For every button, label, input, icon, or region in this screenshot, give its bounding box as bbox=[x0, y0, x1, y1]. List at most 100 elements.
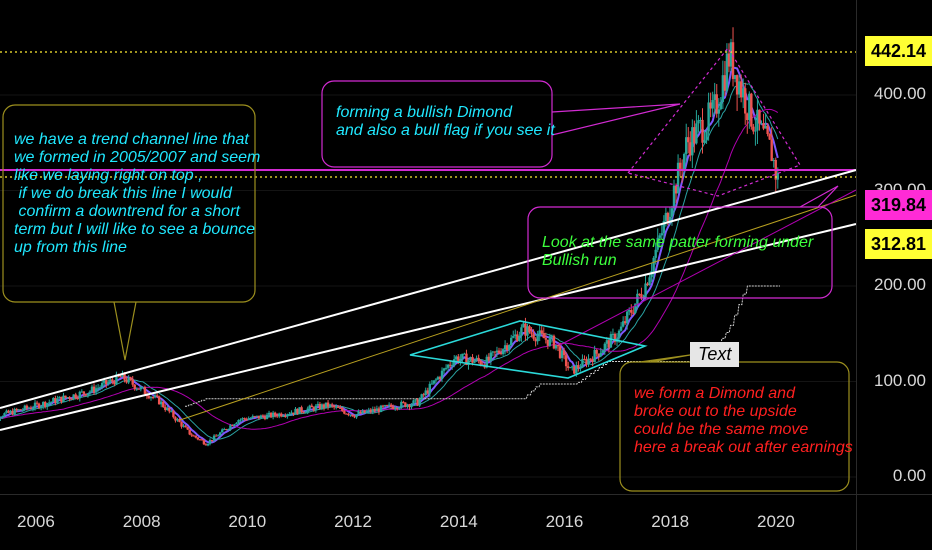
y-tick-label: 400.00 bbox=[874, 84, 926, 104]
candle-body bbox=[152, 397, 154, 398]
candle-body bbox=[600, 353, 602, 356]
candle-body bbox=[766, 126, 768, 134]
candle-body bbox=[695, 123, 697, 143]
x-tick-label: 2012 bbox=[334, 512, 372, 532]
candle-body bbox=[683, 154, 685, 170]
candle-body bbox=[89, 392, 91, 394]
candle-body bbox=[545, 338, 547, 340]
text-label: Text bbox=[690, 342, 739, 367]
candle-body bbox=[188, 429, 190, 434]
price-badge-high: 442.14 bbox=[865, 36, 932, 66]
candle-body bbox=[304, 412, 306, 413]
candle-body bbox=[644, 283, 646, 297]
candle-body bbox=[687, 137, 689, 142]
candle-body bbox=[557, 345, 559, 346]
candle-body bbox=[195, 436, 197, 438]
candle-body bbox=[186, 427, 188, 429]
candle-body bbox=[111, 379, 113, 381]
candle-body bbox=[433, 380, 435, 383]
candle-body bbox=[172, 411, 174, 417]
candle-body bbox=[595, 350, 597, 354]
candle-body bbox=[711, 100, 713, 109]
candle-body bbox=[528, 326, 530, 332]
candle-body bbox=[36, 403, 38, 404]
candle-body bbox=[758, 110, 760, 124]
candle-body bbox=[451, 365, 453, 366]
candle-body bbox=[131, 380, 133, 385]
candle-body bbox=[40, 406, 42, 408]
x-tick-label: 2006 bbox=[17, 512, 55, 532]
candle-body bbox=[445, 368, 447, 369]
diamond-note-pointer bbox=[552, 104, 680, 135]
x-tick-label: 2008 bbox=[123, 512, 161, 532]
candle-body bbox=[239, 420, 241, 421]
candle-body bbox=[95, 388, 97, 392]
candle-body bbox=[219, 432, 221, 435]
candle-body bbox=[768, 134, 770, 140]
candle-body bbox=[732, 42, 734, 79]
trend-note-pointer bbox=[114, 302, 136, 360]
candle-body bbox=[32, 408, 34, 409]
candle-body bbox=[602, 350, 604, 352]
candle-body bbox=[671, 208, 673, 217]
candle-body bbox=[510, 338, 512, 345]
candle-body bbox=[3, 413, 5, 417]
candle-body bbox=[620, 327, 622, 331]
candle-body bbox=[288, 414, 290, 415]
candle-body bbox=[412, 400, 414, 404]
candle-body bbox=[626, 312, 628, 324]
candle-body bbox=[429, 384, 431, 394]
x-tick-label: 2014 bbox=[440, 512, 478, 532]
candle-body bbox=[355, 414, 357, 417]
candle-body bbox=[770, 140, 772, 161]
candle-body bbox=[630, 310, 632, 313]
candle-body bbox=[636, 294, 638, 304]
candle-body bbox=[744, 88, 746, 113]
candle-body bbox=[0, 418, 2, 419]
x-tick-label: 2018 bbox=[651, 512, 689, 532]
candle-body bbox=[227, 429, 229, 430]
candle-body bbox=[720, 102, 722, 109]
diamond-breakout-note: we form a Dimond and broke out to the up… bbox=[634, 385, 853, 457]
candle-body bbox=[162, 402, 164, 407]
candle-body bbox=[56, 399, 58, 403]
candle-body bbox=[134, 385, 136, 389]
candle-body bbox=[243, 418, 245, 419]
candle-body bbox=[498, 351, 500, 353]
candle-body bbox=[300, 407, 302, 412]
candle-body bbox=[705, 131, 707, 140]
x-tick-label: 2010 bbox=[228, 512, 266, 532]
same-pattern-note: Look at the same patter forming under Bu… bbox=[542, 234, 813, 270]
candle-body bbox=[679, 163, 681, 169]
candle-body bbox=[431, 384, 433, 385]
candle-body bbox=[477, 358, 479, 361]
candle-body bbox=[530, 332, 532, 333]
candle-body bbox=[99, 387, 101, 388]
candle-body bbox=[235, 423, 237, 424]
candle-body bbox=[129, 377, 131, 379]
candle-body bbox=[508, 345, 510, 350]
candle-body bbox=[543, 333, 545, 338]
candle-body bbox=[579, 368, 581, 369]
candle-body bbox=[217, 435, 219, 436]
candle-body bbox=[750, 94, 752, 127]
candle-body bbox=[718, 109, 720, 113]
bullish-diamond-note: forming a bullish Dimond and also a bull… bbox=[336, 104, 555, 140]
candle-body bbox=[315, 406, 317, 411]
candle-body bbox=[512, 336, 514, 338]
candle-body bbox=[83, 391, 85, 393]
candle-body bbox=[307, 409, 309, 412]
candle-body bbox=[520, 327, 522, 336]
candle-body bbox=[233, 424, 235, 426]
diamond-2019 bbox=[628, 48, 800, 196]
breakout-note-pointer bbox=[640, 355, 690, 362]
y-tick-label: 100.00 bbox=[874, 371, 926, 391]
candle-body bbox=[250, 418, 252, 419]
candle-body bbox=[490, 353, 492, 361]
candle-body bbox=[203, 440, 205, 444]
candle-body bbox=[604, 344, 606, 351]
y-tick-label: 0.00 bbox=[893, 466, 926, 486]
candle-body bbox=[410, 404, 412, 407]
candle-body bbox=[337, 407, 339, 408]
